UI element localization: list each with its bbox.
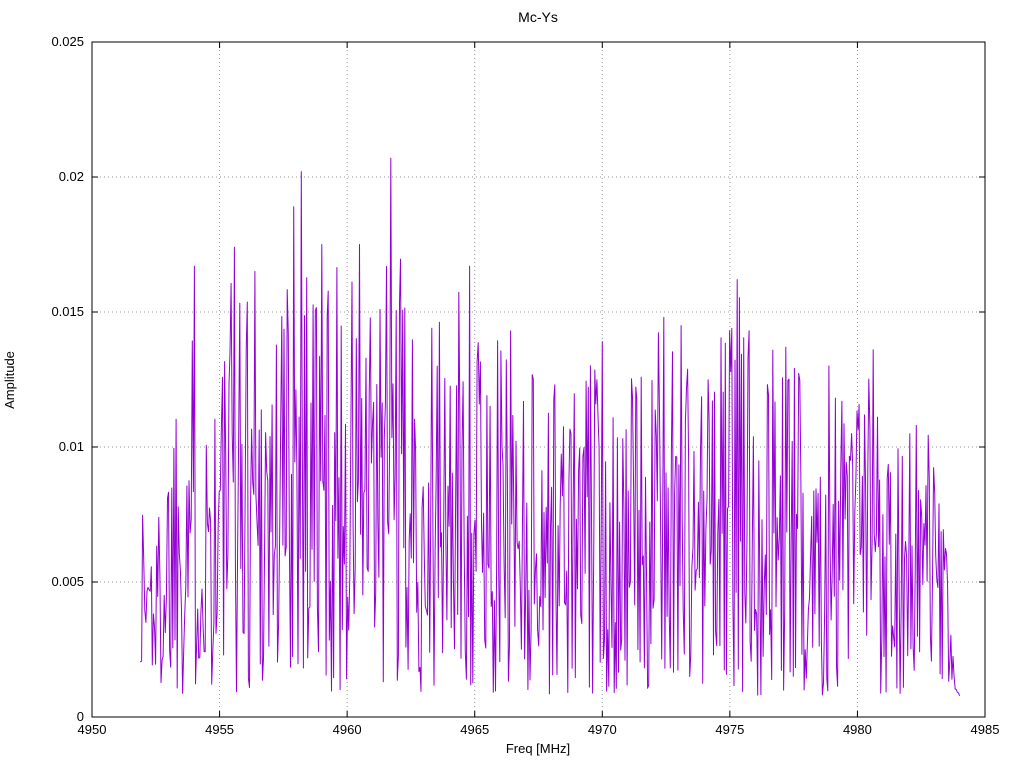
x-tick-label: 4955 — [205, 722, 234, 737]
plot-border — [91, 41, 986, 718]
series-line-mc-ys — [140, 157, 960, 696]
y-tick-label: 0.005 — [51, 574, 84, 589]
y-tick-label: 0.025 — [51, 34, 84, 49]
x-tick-label: 4985 — [971, 722, 1000, 737]
y-tick-label: 0.015 — [51, 304, 84, 319]
x-tick-label: 4965 — [460, 722, 489, 737]
x-tick-label: 4950 — [78, 722, 107, 737]
x-axis-label: Freq [MHz] — [506, 741, 570, 756]
chart-title: Mc-Ys — [518, 9, 558, 25]
chart-dynamic-layer: 4950 4955 4960 4965 4970 4975 4980 4985 0 0.005 0.… — [51, 34, 999, 737]
x-tick-label: 4970 — [588, 722, 617, 737]
x-tick-label: 4960 — [333, 722, 362, 737]
y-tick-label: 0.01 — [59, 439, 84, 454]
y-tick-label: 0.02 — [59, 169, 84, 184]
x-tick-label: 4975 — [715, 722, 744, 737]
y-tick-label: 0 — [77, 709, 84, 724]
y-axis-label: Amplitude — [2, 351, 17, 409]
x-tick-label: 4980 — [843, 722, 872, 737]
